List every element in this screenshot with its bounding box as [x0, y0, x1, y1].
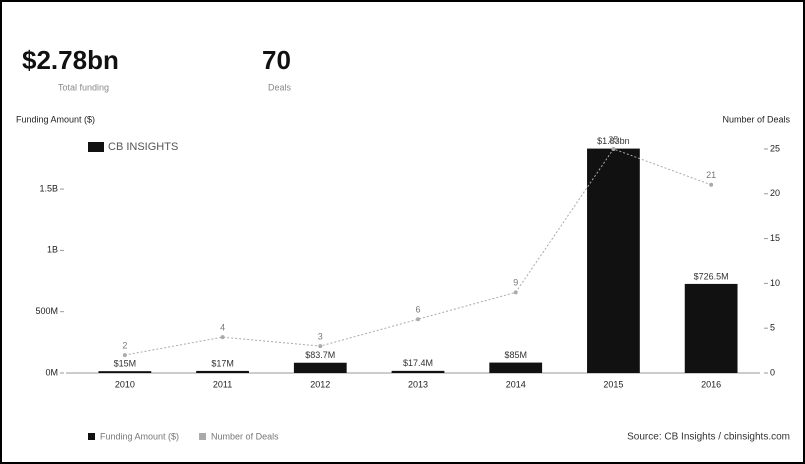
x-tick-label: 2013: [408, 379, 428, 389]
deals-point: [220, 335, 225, 340]
deals-point: [416, 317, 420, 322]
bar-label: $726.5M: [694, 271, 729, 281]
x-tick-label: 2014: [506, 379, 526, 389]
legend-label: Funding Amount ($): [100, 431, 179, 441]
deals-point: [513, 290, 518, 295]
y2-tick-label: 20: [770, 188, 780, 198]
y2-tick-label: 0: [770, 367, 775, 377]
legend-swatch: [199, 433, 207, 440]
deals-point: [122, 353, 127, 358]
deal-count: 70: [262, 45, 291, 75]
deals-label: 4: [220, 323, 225, 333]
deals-label: 3: [318, 331, 323, 341]
deals-label: 25: [608, 134, 618, 144]
y-axis-title: Funding Amount ($): [16, 114, 95, 124]
y-tick-label: 1B: [47, 245, 58, 255]
deal-count-label: Deals: [268, 82, 292, 92]
deals-point: [318, 344, 323, 349]
y2-axis-title: Number of Deals: [722, 114, 790, 124]
logo-icon: [88, 142, 104, 152]
bar-label: $85M: [504, 350, 527, 360]
bar: [587, 148, 640, 373]
x-tick-label: 2011: [213, 379, 232, 389]
bar: [391, 370, 445, 373]
deals-label: 2: [122, 340, 127, 350]
source: Source: CB Insights / cbinsights.com: [627, 432, 790, 443]
x-tick-label: 2012: [310, 379, 330, 389]
y2-tick-label: 15: [770, 233, 780, 243]
legend-label: Number of Deals: [211, 431, 279, 441]
logo: CB INSIGHTS: [108, 141, 178, 153]
y-tick-label: 500M: [35, 306, 58, 316]
bar-label: $83.7M: [305, 350, 335, 360]
bar: [98, 371, 152, 373]
total-funding-label: Total funding: [58, 82, 109, 92]
legend-swatch: [88, 433, 95, 440]
y2-tick-label: 10: [770, 278, 780, 288]
y2-tick-label: 5: [770, 323, 775, 333]
total-funding: $2.78bn: [22, 45, 119, 75]
deals-label: 21: [706, 170, 716, 180]
x-tick-label: 2010: [115, 379, 135, 389]
bar: [293, 362, 347, 373]
bar-label: $15M: [114, 359, 137, 369]
x-tick-label: 2016: [701, 379, 721, 389]
deals-label: 9: [513, 278, 518, 288]
y2-tick-label: 25: [770, 143, 780, 153]
x-tick-label: 2015: [603, 379, 623, 389]
deals-label: 6: [415, 305, 420, 315]
deals-point: [611, 146, 616, 151]
y-tick-label: 0M: [45, 367, 58, 377]
bar-label: $17M: [211, 358, 234, 368]
bar-label: $17.4M: [403, 358, 433, 368]
bar-label: $1.83bn: [597, 136, 630, 146]
bar: [196, 370, 249, 373]
deals-point: [709, 182, 714, 187]
y-tick-label: 1.5B: [39, 183, 58, 193]
bar: [489, 362, 543, 373]
bar: [684, 283, 738, 373]
